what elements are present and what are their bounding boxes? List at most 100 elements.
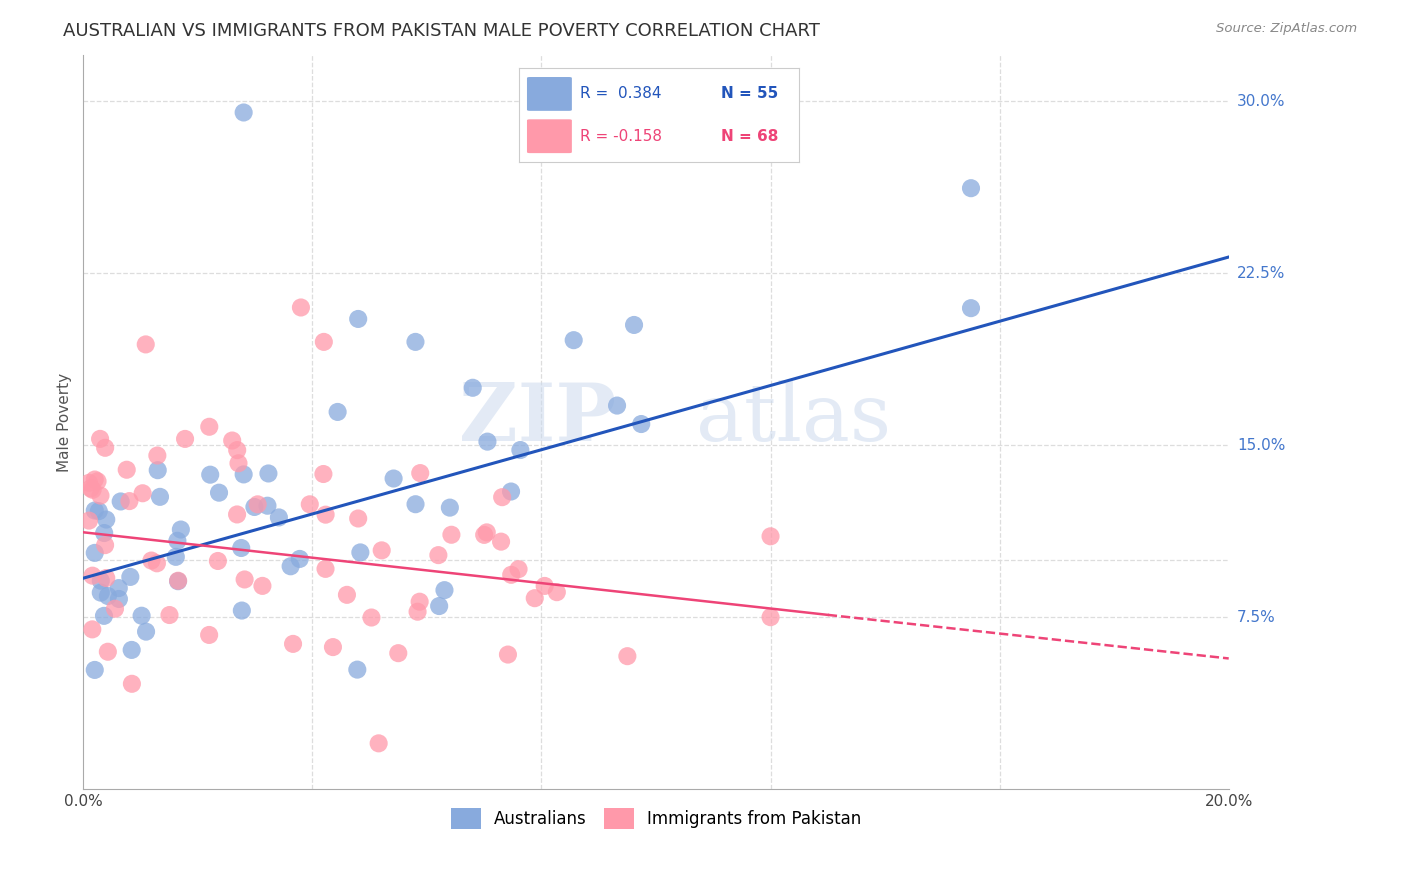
Point	[433, 583, 456, 598]
Point	[960, 301, 983, 315]
Point	[312, 334, 335, 349]
Point	[94, 538, 117, 552]
Point	[174, 432, 197, 446]
Point	[298, 497, 321, 511]
Text: 22.5%: 22.5%	[1237, 266, 1285, 281]
Point	[83, 473, 105, 487]
Point	[616, 649, 638, 664]
Point	[198, 628, 221, 642]
Point	[349, 545, 371, 559]
Point	[82, 483, 104, 497]
Point	[96, 512, 118, 526]
Point	[606, 399, 628, 413]
Legend: Australians, Immigrants from Pakistan: Australians, Immigrants from Pakistan	[444, 801, 868, 836]
Point	[489, 534, 512, 549]
Point	[221, 434, 243, 448]
Point	[360, 610, 382, 624]
Point	[491, 490, 513, 504]
Point	[382, 471, 405, 485]
Point	[346, 663, 368, 677]
Text: 30.0%: 30.0%	[1237, 94, 1285, 109]
Point	[80, 481, 103, 495]
Point	[86, 475, 108, 489]
Point	[121, 677, 143, 691]
Point	[509, 443, 531, 458]
Point	[89, 432, 111, 446]
Point	[387, 646, 409, 660]
Point	[115, 463, 138, 477]
Point	[257, 467, 280, 481]
Point	[97, 645, 120, 659]
Point	[89, 489, 111, 503]
Point	[499, 484, 522, 499]
Point	[159, 607, 181, 622]
Point	[146, 463, 169, 477]
Point	[546, 585, 568, 599]
Point	[404, 334, 426, 349]
Point	[280, 559, 302, 574]
Point	[97, 589, 120, 603]
Point	[562, 333, 585, 347]
Point	[228, 456, 250, 470]
Point	[232, 105, 254, 120]
Point	[472, 528, 495, 542]
Point	[406, 605, 429, 619]
Point	[960, 181, 983, 195]
Point	[440, 528, 463, 542]
Point	[256, 499, 278, 513]
Point	[533, 579, 555, 593]
Point	[149, 490, 172, 504]
Point	[461, 381, 484, 395]
Point	[104, 601, 127, 615]
Text: ZIP: ZIP	[458, 379, 616, 458]
Point	[315, 508, 337, 522]
Point	[267, 510, 290, 524]
Point	[131, 608, 153, 623]
Point	[326, 405, 349, 419]
Point	[165, 549, 187, 564]
Text: 7.5%: 7.5%	[1237, 609, 1275, 624]
Point	[167, 574, 190, 588]
Point	[623, 318, 645, 332]
Point	[83, 503, 105, 517]
Point	[231, 541, 253, 555]
Point	[246, 497, 269, 511]
Point	[477, 434, 499, 449]
Point	[336, 588, 359, 602]
Point	[83, 546, 105, 560]
Point	[110, 494, 132, 508]
Point	[759, 529, 782, 543]
Text: AUSTRALIAN VS IMMIGRANTS FROM PAKISTAN MALE POVERTY CORRELATION CHART: AUSTRALIAN VS IMMIGRANTS FROM PAKISTAN M…	[63, 22, 820, 40]
Point	[347, 511, 370, 525]
Point	[90, 574, 112, 588]
Point	[77, 475, 100, 490]
Point	[166, 533, 188, 548]
Point	[82, 623, 104, 637]
Point	[226, 443, 249, 458]
Point	[93, 608, 115, 623]
Text: 15.0%: 15.0%	[1237, 438, 1285, 452]
Point	[347, 312, 370, 326]
Point	[226, 508, 249, 522]
Point	[370, 543, 392, 558]
Point	[288, 552, 311, 566]
Point	[243, 500, 266, 514]
Text: Source: ZipAtlas.com: Source: ZipAtlas.com	[1216, 22, 1357, 36]
Point	[120, 570, 142, 584]
Point	[508, 562, 530, 576]
Point	[77, 514, 100, 528]
Point	[405, 497, 427, 511]
Point	[87, 504, 110, 518]
Point	[290, 301, 312, 315]
Point	[759, 610, 782, 624]
Point	[231, 603, 253, 617]
Point	[121, 643, 143, 657]
Point	[523, 591, 546, 606]
Point	[82, 568, 104, 582]
Point	[200, 467, 222, 482]
Point	[135, 624, 157, 639]
Point	[475, 525, 498, 540]
Point	[501, 567, 523, 582]
Point	[83, 663, 105, 677]
Point	[232, 467, 254, 482]
